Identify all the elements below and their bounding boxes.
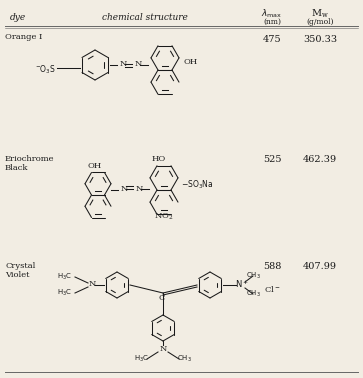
- Text: Black: Black: [5, 164, 29, 172]
- Text: 475: 475: [263, 35, 281, 44]
- Text: Eriochrome: Eriochrome: [5, 155, 54, 163]
- Text: $\mathregular{H_3C}$: $\mathregular{H_3C}$: [57, 288, 72, 298]
- Text: 407.99: 407.99: [303, 262, 337, 271]
- Text: $\mathregular{CH_3}$: $\mathregular{CH_3}$: [246, 289, 261, 299]
- Text: $^{-}\mathregular{O_3S}$: $^{-}\mathregular{O_3S}$: [35, 64, 56, 76]
- Text: N: N: [135, 60, 142, 68]
- Text: N: N: [121, 185, 129, 193]
- Text: Orange I: Orange I: [5, 33, 42, 41]
- Text: N: N: [88, 280, 96, 288]
- Text: $\mathregular{H_3C}$: $\mathregular{H_3C}$: [57, 272, 72, 282]
- Text: Violet: Violet: [5, 271, 29, 279]
- Text: N: N: [159, 345, 167, 353]
- Text: $\mathregular{CH_3}$: $\mathregular{CH_3}$: [246, 271, 261, 281]
- Text: $\mathregular{CH_3}$: $\mathregular{CH_3}$: [177, 354, 192, 364]
- Text: chemical structure: chemical structure: [102, 14, 188, 23]
- Text: 588: 588: [263, 262, 281, 271]
- Text: $\mathregular{-SO_3Na}$: $\mathregular{-SO_3Na}$: [181, 179, 214, 191]
- Text: $\mathregular{Cl^-}$: $\mathregular{Cl^-}$: [264, 284, 281, 294]
- Text: HO: HO: [152, 155, 166, 163]
- Text: Crystal: Crystal: [5, 262, 35, 270]
- Text: $\mathregular{N^+}$: $\mathregular{N^+}$: [235, 278, 249, 290]
- Text: $\mathregular{NO_2}$: $\mathregular{NO_2}$: [154, 212, 174, 222]
- Text: $\lambda_{\rm max}$: $\lambda_{\rm max}$: [261, 8, 283, 20]
- Text: 462.39: 462.39: [303, 155, 337, 164]
- Text: (nm): (nm): [263, 18, 281, 26]
- Text: $\mathregular{M_w}$: $\mathregular{M_w}$: [311, 8, 329, 20]
- Text: (g/mol): (g/mol): [306, 18, 334, 26]
- Text: OH: OH: [183, 58, 197, 66]
- Text: N: N: [120, 60, 127, 68]
- Text: N: N: [136, 185, 143, 193]
- Text: $\mathregular{H_3C}$: $\mathregular{H_3C}$: [134, 354, 149, 364]
- Text: 350.33: 350.33: [303, 35, 337, 44]
- Text: dye: dye: [10, 14, 26, 23]
- Text: OH: OH: [88, 162, 102, 170]
- Text: C: C: [159, 294, 165, 302]
- Text: 525: 525: [263, 155, 281, 164]
